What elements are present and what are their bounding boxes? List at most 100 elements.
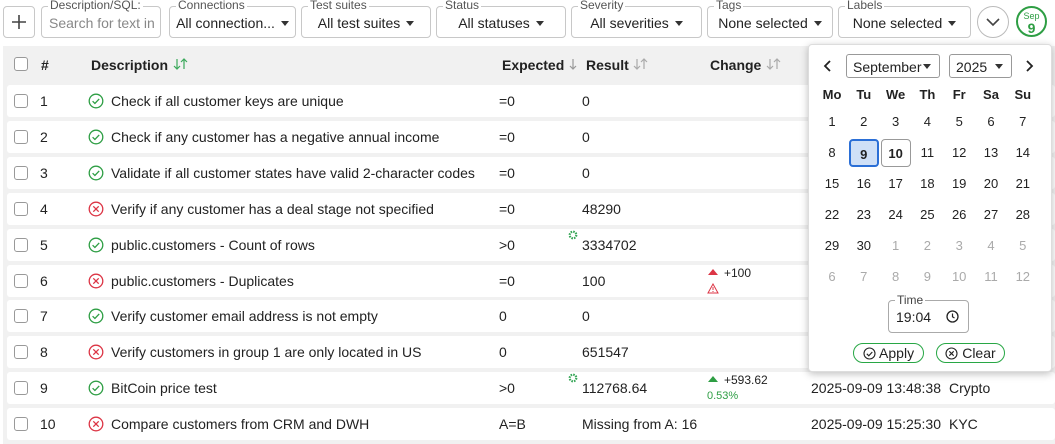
time-input[interactable]: Time 19:04 xyxy=(888,293,969,333)
day-outside[interactable]: 1 xyxy=(891,238,900,253)
row-checkbox[interactable] xyxy=(14,166,28,180)
row-expected: >0 xyxy=(499,380,515,396)
day[interactable]: 24 xyxy=(888,207,903,222)
day[interactable]: 29 xyxy=(824,238,840,253)
weekday: Th xyxy=(919,87,936,102)
header-change[interactable]: Change xyxy=(710,57,762,73)
row-checkbox[interactable] xyxy=(14,202,28,216)
filter[interactable]: Labels None selected xyxy=(838,0,971,38)
clear-button[interactable]: Clear xyxy=(936,343,1005,363)
date-badge-month: Sep xyxy=(1023,11,1040,21)
change-arrow xyxy=(708,269,718,275)
filter[interactable]: Severity All severities xyxy=(571,0,702,38)
day[interactable]: 21 xyxy=(1015,176,1031,191)
row-checkbox[interactable] xyxy=(14,417,28,431)
day[interactable]: 18 xyxy=(920,176,935,191)
day[interactable]: 14 xyxy=(1015,145,1031,160)
clock-icon xyxy=(946,310,959,323)
row-description[interactable]: Verify customer email address is not emp… xyxy=(111,308,378,324)
row-description[interactable]: Check if any customer has a negative ann… xyxy=(111,129,440,145)
row-description[interactable]: Compare customers from CRM and DWH xyxy=(111,416,370,432)
caret xyxy=(535,21,544,26)
day[interactable]: 26 xyxy=(951,207,967,222)
apply-button[interactable]: Apply xyxy=(853,343,924,363)
filter[interactable]: Test suites All test suites xyxy=(301,0,431,38)
row-checkbox[interactable] xyxy=(14,274,28,288)
prev-month[interactable] xyxy=(821,59,835,73)
add-button[interactable] xyxy=(3,6,35,38)
day[interactable]: 1 xyxy=(828,114,836,129)
filter[interactable]: Connections All connection... xyxy=(169,0,296,38)
row-checkbox[interactable] xyxy=(14,345,28,359)
day[interactable]: 30 xyxy=(856,238,872,253)
row-description[interactable]: BitCoin price test xyxy=(111,380,217,396)
day[interactable]: 27 xyxy=(983,207,999,222)
day-outside[interactable]: 3 xyxy=(955,238,963,253)
table-row xyxy=(7,372,1055,404)
failed-icon xyxy=(88,344,104,360)
weekday: Tu xyxy=(856,87,872,102)
next-month[interactable] xyxy=(1022,59,1036,73)
row-checkbox[interactable] xyxy=(14,309,28,323)
filter[interactable]: Status All statuses xyxy=(436,0,566,38)
day[interactable]: 12 xyxy=(951,145,967,160)
day-outside[interactable]: 9 xyxy=(923,269,931,284)
row-index: 3 xyxy=(40,165,48,181)
year-select[interactable]: 2025 xyxy=(949,54,1012,78)
header-description[interactable]: Description xyxy=(91,57,169,73)
row-checkbox[interactable] xyxy=(14,381,28,395)
day[interactable]: 17 xyxy=(888,176,903,191)
filter-value: All connection... xyxy=(170,15,295,31)
row-description[interactable]: Verify customers in group 1 are only loc… xyxy=(111,344,422,360)
day-outside[interactable]: 10 xyxy=(951,269,967,284)
row-description[interactable]: public.customers - Count of rows xyxy=(111,237,315,253)
expand-button[interactable] xyxy=(977,6,1009,38)
day[interactable]: 8 xyxy=(828,145,836,160)
day[interactable]: 28 xyxy=(1015,207,1031,222)
day[interactable]: 23 xyxy=(856,207,872,222)
day[interactable]: 15 xyxy=(824,176,840,191)
day-outside[interactable]: 12 xyxy=(1015,269,1031,284)
month-select[interactable]: September xyxy=(846,54,940,78)
filter[interactable]: Description/SQL: Search for text in xyxy=(41,0,161,38)
day[interactable]: 7 xyxy=(1019,114,1027,129)
day-outside[interactable]: 2 xyxy=(923,238,931,253)
day[interactable]: 6 xyxy=(987,114,995,129)
row-description[interactable]: Check if all customer keys are unique xyxy=(111,93,344,109)
day-outside[interactable]: 4 xyxy=(987,238,995,253)
row-description[interactable]: Validate if all customer states have val… xyxy=(111,165,475,181)
day[interactable]: 22 xyxy=(824,207,840,222)
day[interactable]: 3 xyxy=(891,114,900,129)
date-badge[interactable]: Sep 9 xyxy=(1016,6,1047,37)
day-outside[interactable]: 5 xyxy=(1019,238,1027,253)
day[interactable]: 19 xyxy=(951,176,967,191)
row-checkbox[interactable] xyxy=(14,238,28,252)
day[interactable]: 11 xyxy=(920,145,935,160)
day-outside[interactable]: 7 xyxy=(860,269,868,284)
row-expected: =0 xyxy=(499,273,515,289)
row-checkbox[interactable] xyxy=(14,94,28,108)
filter[interactable]: Tags None selected xyxy=(707,0,833,38)
day-outside[interactable]: 11 xyxy=(984,269,998,284)
caret xyxy=(280,21,289,26)
row-label: KYC xyxy=(949,416,978,432)
day[interactable]: 5 xyxy=(955,114,963,129)
row-description[interactable]: public.customers - Duplicates xyxy=(111,273,294,289)
day[interactable]: 4 xyxy=(923,114,931,129)
day[interactable]: 16 xyxy=(856,176,872,191)
select-all-checkbox[interactable] xyxy=(14,57,28,71)
row-description[interactable]: Verify if any customer has a deal stage … xyxy=(111,201,434,217)
day[interactable]: 13 xyxy=(983,145,999,160)
day[interactable]: 20 xyxy=(983,176,999,191)
day[interactable]: 10 xyxy=(880,139,911,167)
row-updated: 2025-09-09 15:25:30 xyxy=(811,416,941,432)
day[interactable]: 2 xyxy=(860,114,868,129)
header-result[interactable]: Result xyxy=(586,57,629,73)
header-expected[interactable]: Expected xyxy=(502,57,565,73)
day[interactable]: 25 xyxy=(920,207,935,222)
row-result: 0 xyxy=(582,165,590,181)
row-checkbox[interactable] xyxy=(14,130,28,144)
day[interactable]: 9 xyxy=(848,139,879,167)
day-outside[interactable]: 6 xyxy=(828,269,836,284)
day-outside[interactable]: 8 xyxy=(891,269,900,284)
